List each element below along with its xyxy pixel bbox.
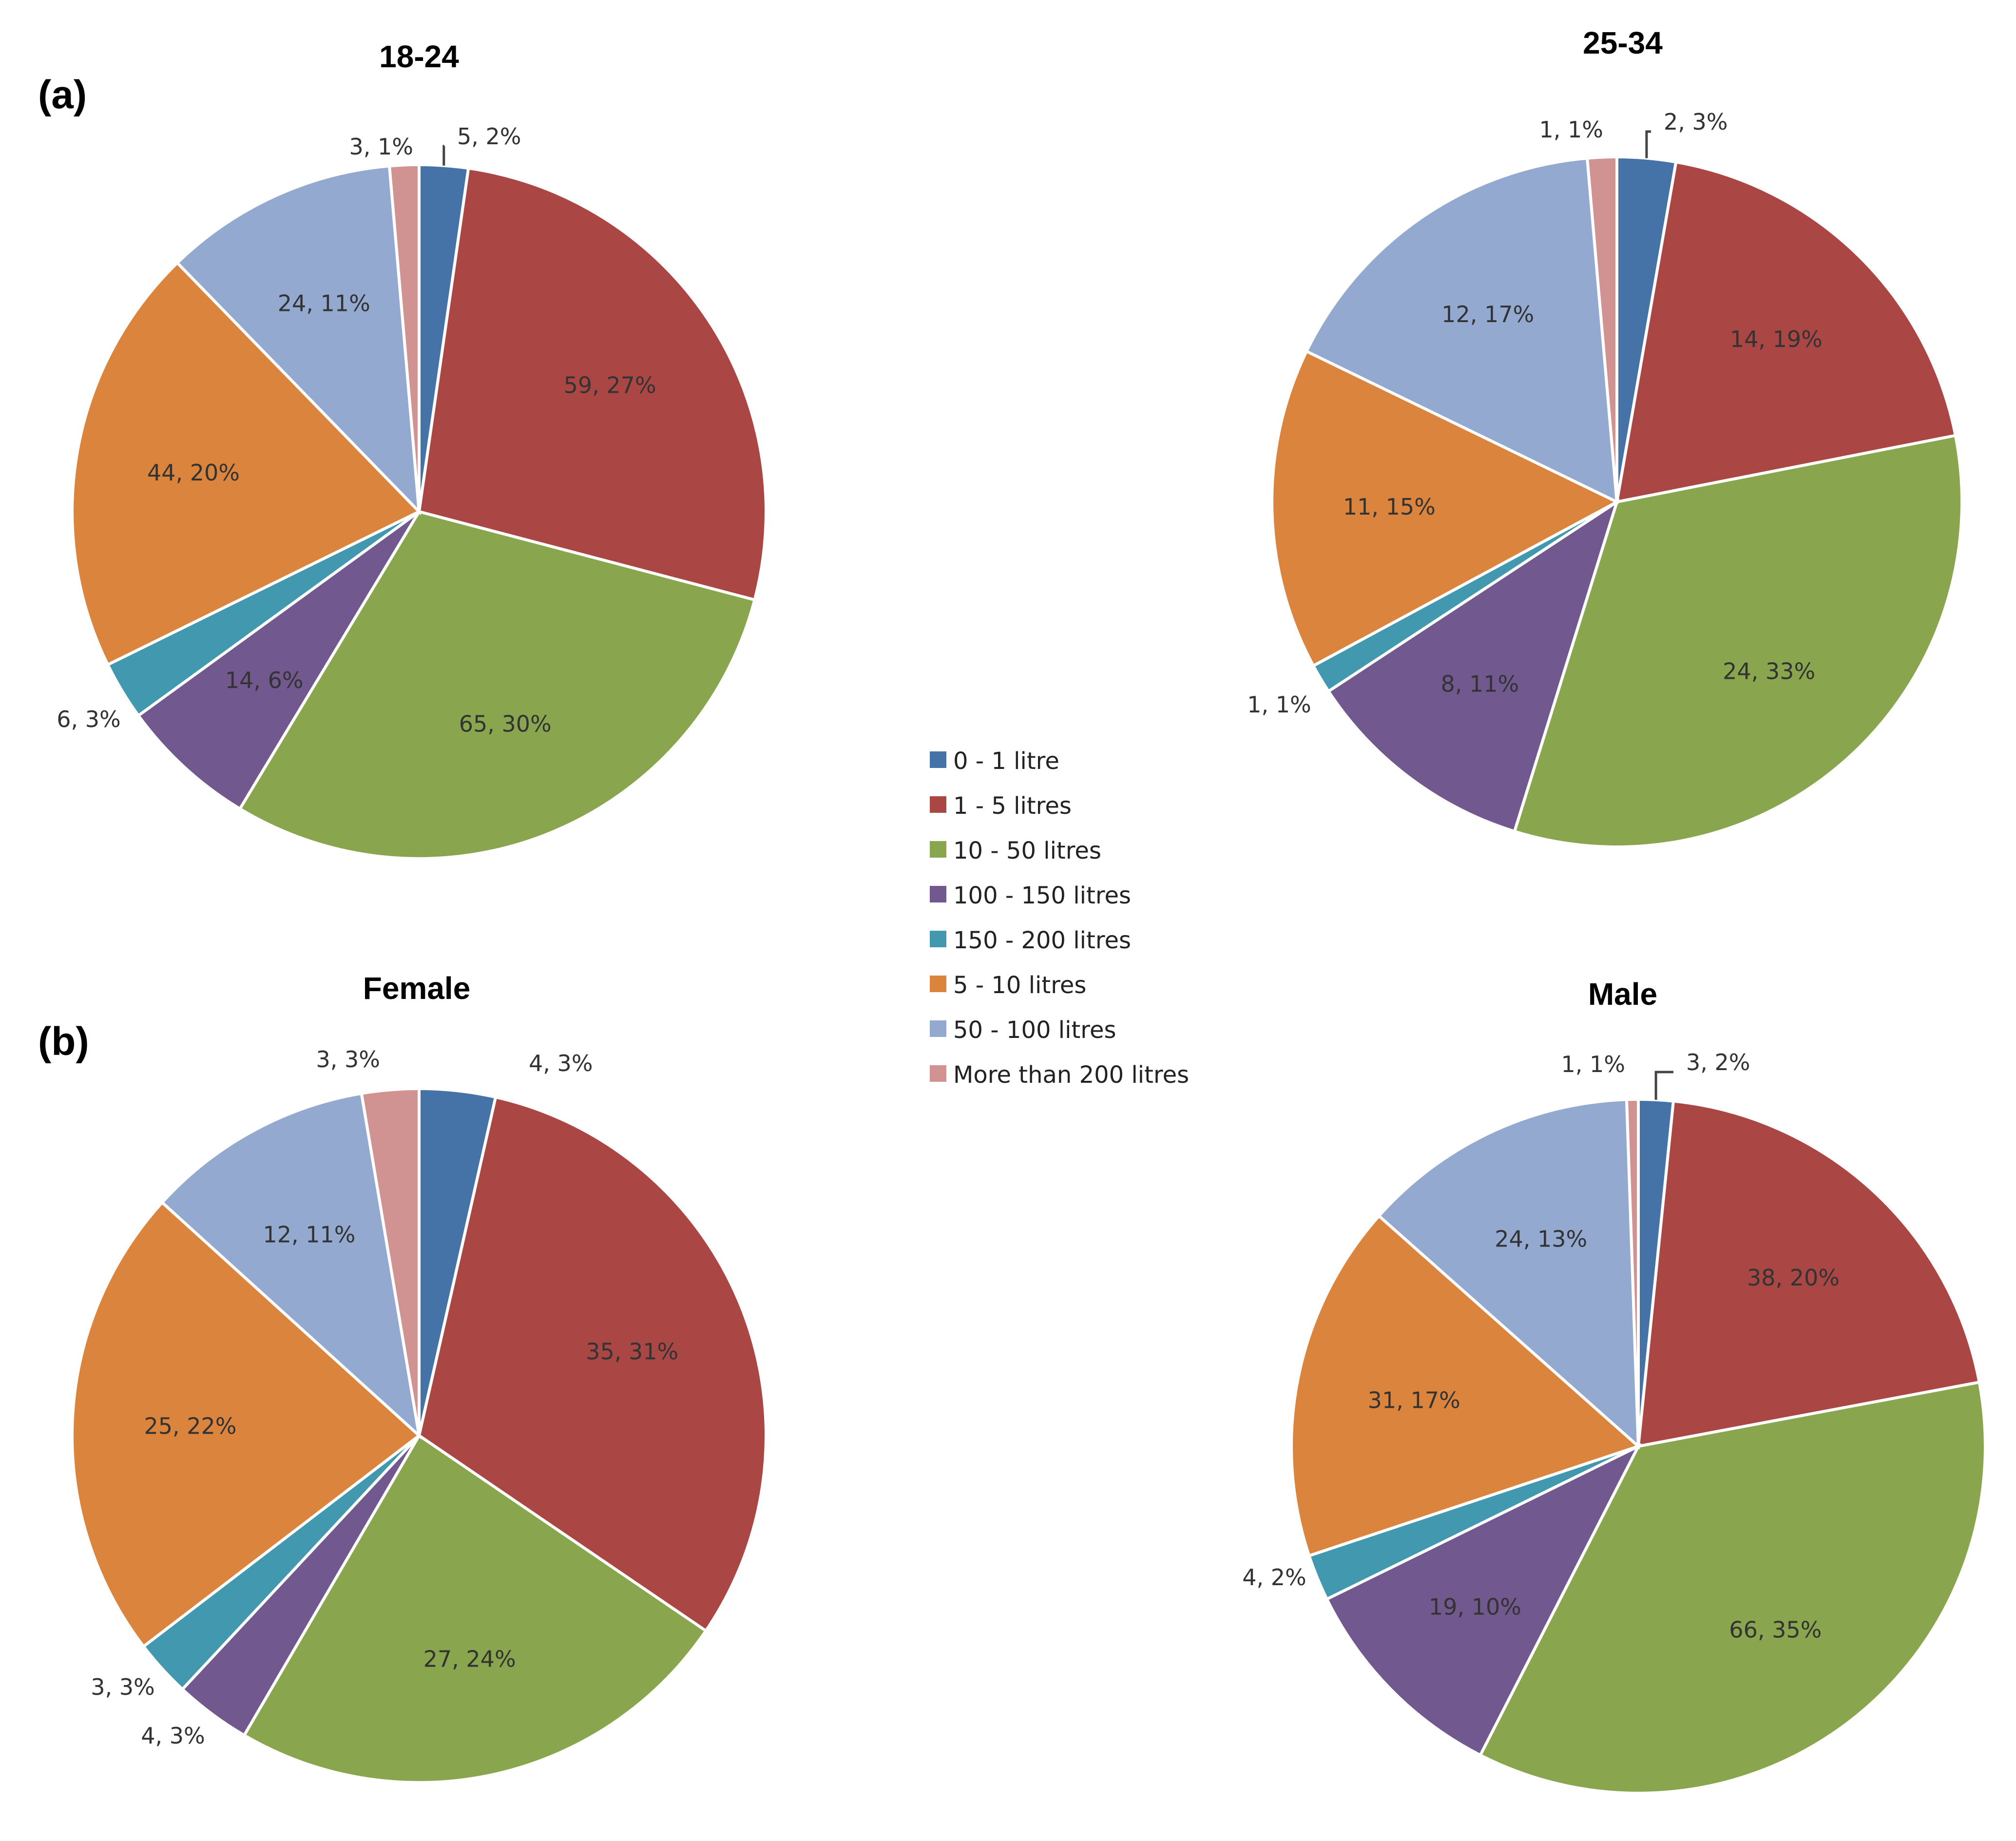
leader-line bbox=[1654, 1071, 1673, 1100]
data-label: 8, 11% bbox=[1440, 671, 1519, 697]
pie-slice-5-10-litres bbox=[1270, 349, 1620, 668]
data-label: 24, 33% bbox=[1723, 658, 1815, 685]
pie-slice-100-150-litres bbox=[1325, 1443, 1642, 1757]
pie-slice-10-50-litres bbox=[238, 510, 757, 860]
data-label: 4, 2% bbox=[1242, 1564, 1306, 1591]
chart-title: Female bbox=[363, 971, 471, 1006]
pie-slice-50-100-litres bbox=[160, 1092, 422, 1440]
chart-title: 25-34 bbox=[1583, 25, 1663, 60]
pie-slice-more-than-200-litres bbox=[387, 163, 421, 512]
legend-swatch bbox=[930, 751, 946, 768]
legend-label: 150 - 200 litres bbox=[953, 927, 1131, 954]
pie-slice-5-10-litres bbox=[71, 261, 422, 667]
pie-slice-more-than-200-litres bbox=[1625, 1097, 1640, 1447]
chart-title: 18-24 bbox=[379, 39, 459, 74]
pie-slice-more-than-200-litres bbox=[1585, 155, 1618, 502]
pie-slice-50-100-litres bbox=[1305, 156, 1619, 505]
legend: 0 - 1 litre 1 - 5 litres 10 - 50 litres 100… bbox=[930, 748, 1189, 1089]
data-label: 14, 6% bbox=[225, 667, 304, 693]
pie-slice-1-5-litres bbox=[1636, 1099, 1981, 1448]
data-label: 4, 3% bbox=[529, 1050, 593, 1076]
panel-label-a: (a) bbox=[38, 73, 87, 117]
pie-slice-1-5-litres bbox=[1615, 160, 1958, 504]
pie-slice-100-150-litres bbox=[1326, 498, 1620, 833]
data-label: 59, 27% bbox=[564, 372, 656, 398]
data-label: 19, 10% bbox=[1429, 1593, 1521, 1620]
legend-swatch bbox=[930, 796, 946, 813]
legend-label: More than 200 litres bbox=[953, 1061, 1189, 1089]
data-label: 11, 15% bbox=[1343, 494, 1436, 520]
data-label: 3, 3% bbox=[316, 1046, 381, 1073]
data-label: 25, 22% bbox=[144, 1413, 236, 1439]
legend-swatch bbox=[930, 886, 946, 902]
data-label: 65, 30% bbox=[459, 710, 552, 737]
legend-swatch bbox=[930, 931, 946, 947]
data-label: 35, 31% bbox=[586, 1339, 678, 1365]
data-label: 1, 1% bbox=[1561, 1051, 1626, 1077]
data-label: 12, 17% bbox=[1441, 301, 1534, 327]
legend-label: 100 - 150 litres bbox=[953, 882, 1131, 909]
chart-title: Male bbox=[1588, 977, 1657, 1012]
data-label: 3, 3% bbox=[91, 1674, 155, 1700]
legend-label: 0 - 1 litre bbox=[953, 748, 1059, 775]
data-label: 44, 20% bbox=[147, 460, 240, 486]
data-label: 24, 11% bbox=[278, 290, 370, 317]
pie-chart-male: Male 3, 2% 38, 20% 66, 35% 19, 10% 4, 2% 31, … bbox=[1242, 977, 1987, 1795]
leader-line bbox=[1645, 130, 1651, 158]
legend-swatch bbox=[930, 1020, 946, 1037]
pie-slice-5-10-litres bbox=[70, 1200, 422, 1649]
pie-slice-50-100-litres bbox=[175, 164, 421, 516]
data-label: 1, 1% bbox=[1247, 691, 1311, 718]
pie-slice-10-50-litres bbox=[1478, 1380, 1987, 1795]
data-label: 24, 13% bbox=[1495, 1226, 1587, 1252]
data-label: 14, 19% bbox=[1730, 326, 1823, 352]
pie-chart-18-24: 18-24 5, 2% 59, 27% 65, 30% 14, 6% 6, 3% 44, … bbox=[57, 39, 768, 860]
pie-chart-25-34: 25-34 2, 3% 14, 19% 24, 33% 8, 11% 1, 1% 11, … bbox=[1247, 25, 1964, 848]
legend-label: 5 - 10 litres bbox=[953, 972, 1086, 999]
data-label: 27, 24% bbox=[423, 1646, 516, 1672]
data-label: 12, 11% bbox=[263, 1222, 356, 1248]
data-label: 3, 1% bbox=[349, 134, 414, 160]
legend-label: 10 - 50 litres bbox=[953, 837, 1101, 864]
pie-slice-more-than-200-litres bbox=[360, 1087, 421, 1436]
data-label: 6, 3% bbox=[57, 706, 121, 732]
pie-slice-10-50-litres bbox=[242, 1433, 708, 1784]
panel-label-b: (b) bbox=[38, 1019, 89, 1064]
data-label: 5, 2% bbox=[457, 123, 521, 150]
data-label: 66, 35% bbox=[1729, 1616, 1822, 1643]
legend-swatch bbox=[930, 841, 946, 858]
data-label: 4, 3% bbox=[141, 1723, 205, 1749]
data-label: 31, 17% bbox=[1368, 1387, 1460, 1413]
data-label: 38, 20% bbox=[1747, 1265, 1840, 1291]
legend-label: 1 - 5 litres bbox=[953, 792, 1072, 820]
pie-slice-1-5-litres bbox=[417, 1095, 768, 1633]
data-label: 3, 2% bbox=[1686, 1049, 1750, 1075]
pie-chart-female: Female 4, 3% 35, 31% 27, 24% 4, 3% 3, 3% 25, … bbox=[70, 971, 768, 1784]
pie-slice-50-100-litres bbox=[1377, 1098, 1640, 1450]
data-label: 2, 3% bbox=[1664, 109, 1728, 135]
legend-swatch bbox=[930, 1065, 946, 1082]
legend-swatch bbox=[930, 976, 946, 992]
pie-slice-100-150-litres bbox=[136, 510, 421, 811]
pie-slice-1-5-litres bbox=[417, 166, 768, 602]
pie-slice-5-10-litres bbox=[1290, 1213, 1641, 1558]
pie-slice-10-50-litres bbox=[1513, 434, 1964, 848]
data-label: 1, 1% bbox=[1539, 116, 1604, 143]
legend-label: 50 - 100 litres bbox=[953, 1016, 1116, 1044]
